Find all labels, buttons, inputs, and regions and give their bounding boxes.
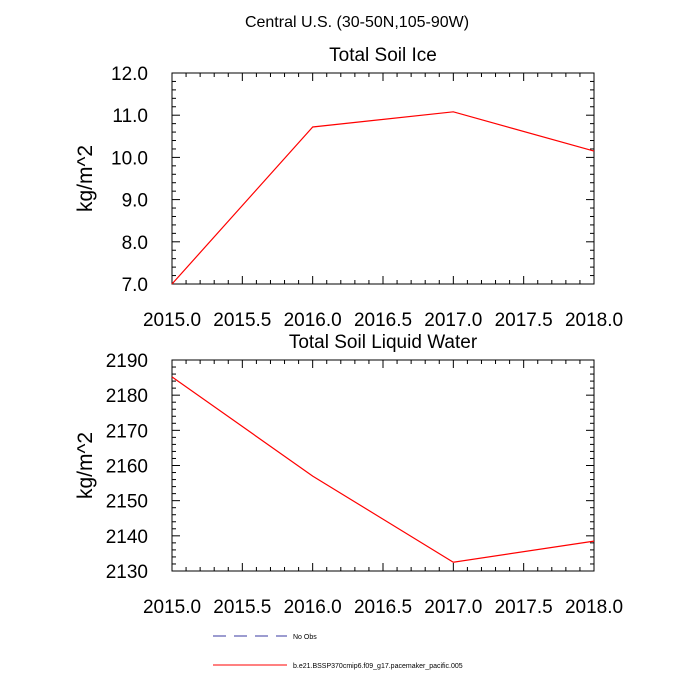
y-tick-label: 12.0 <box>111 64 148 85</box>
y-tick-label: 2140 <box>106 527 148 548</box>
x-tick-label: 2018.0 <box>565 597 623 618</box>
x-tick-label: 2016.0 <box>284 310 342 331</box>
x-tick-label: 2017.5 <box>495 310 553 331</box>
chart-panel-1: Total Soil Ice 2015.0 2015.5 2016.0 2016.5 20… <box>74 45 623 331</box>
y-tick-label: 11.0 <box>112 106 148 127</box>
y-tick-label: 2130 <box>106 562 148 583</box>
legend-label: No Obs <box>293 634 317 641</box>
x-tick-label: 2016.5 <box>354 597 412 618</box>
y-tick-label: 8.0 <box>122 233 148 254</box>
legend-item-2: b.e21.BSSP370cmip6.f09_g17.pacemaker_pac… <box>213 663 463 670</box>
legend-item-1: No Obs <box>213 634 317 641</box>
legend: No Obs b.e21.BSSP370cmip6.f09_g17.pacemak… <box>213 634 463 670</box>
x-tick-label: 2015.5 <box>213 597 271 618</box>
panel-title: Total Soil Ice <box>329 45 437 66</box>
y-tick-label: 7.0 <box>122 275 148 296</box>
x-tick-label: 2017.0 <box>424 310 482 331</box>
x-tick-label: 2015.0 <box>143 310 201 331</box>
chart-panel-2: Total Soil Liquid Water 2015.0 2015.5 2016.… <box>74 332 623 618</box>
panel-title: Total Soil Liquid Water <box>289 332 478 353</box>
series-line-1 <box>171 111 595 285</box>
y-axis-label: kg/m^2 <box>74 145 97 212</box>
legend-label: b.e21.BSSP370cmip6.f09_g17.pacemaker_pac… <box>293 663 463 670</box>
x-tick-label: 2017.5 <box>495 597 553 618</box>
plot-frame <box>171 359 595 572</box>
y-tick-label: 2150 <box>106 492 148 513</box>
x-tick-label: 2018.0 <box>565 310 623 331</box>
y-axis-label: kg/m^2 <box>74 432 97 499</box>
y-tick-label: 2160 <box>106 457 148 478</box>
y-tick-label: 2180 <box>106 386 148 407</box>
series-line-1 <box>171 376 595 563</box>
x-tick-label: 2015.5 <box>213 310 271 331</box>
x-tick-label: 2015.0 <box>143 597 201 618</box>
y-tick-label: 10.0 <box>111 148 148 169</box>
x-tick-label: 2016.5 <box>354 310 412 331</box>
chart-panels: Total Soil Ice 2015.0 2015.5 2016.0 2016.5 20… <box>74 45 623 618</box>
figure-title: Central U.S. (30-50N,105-90W) <box>245 14 469 31</box>
x-tick-label: 2016.0 <box>284 597 342 618</box>
plot-frame <box>171 72 595 285</box>
x-tick-label: 2017.0 <box>424 597 482 618</box>
y-tick-label: 9.0 <box>122 191 148 212</box>
y-tick-label: 2170 <box>106 421 148 442</box>
y-tick-label: 2190 <box>106 351 148 372</box>
